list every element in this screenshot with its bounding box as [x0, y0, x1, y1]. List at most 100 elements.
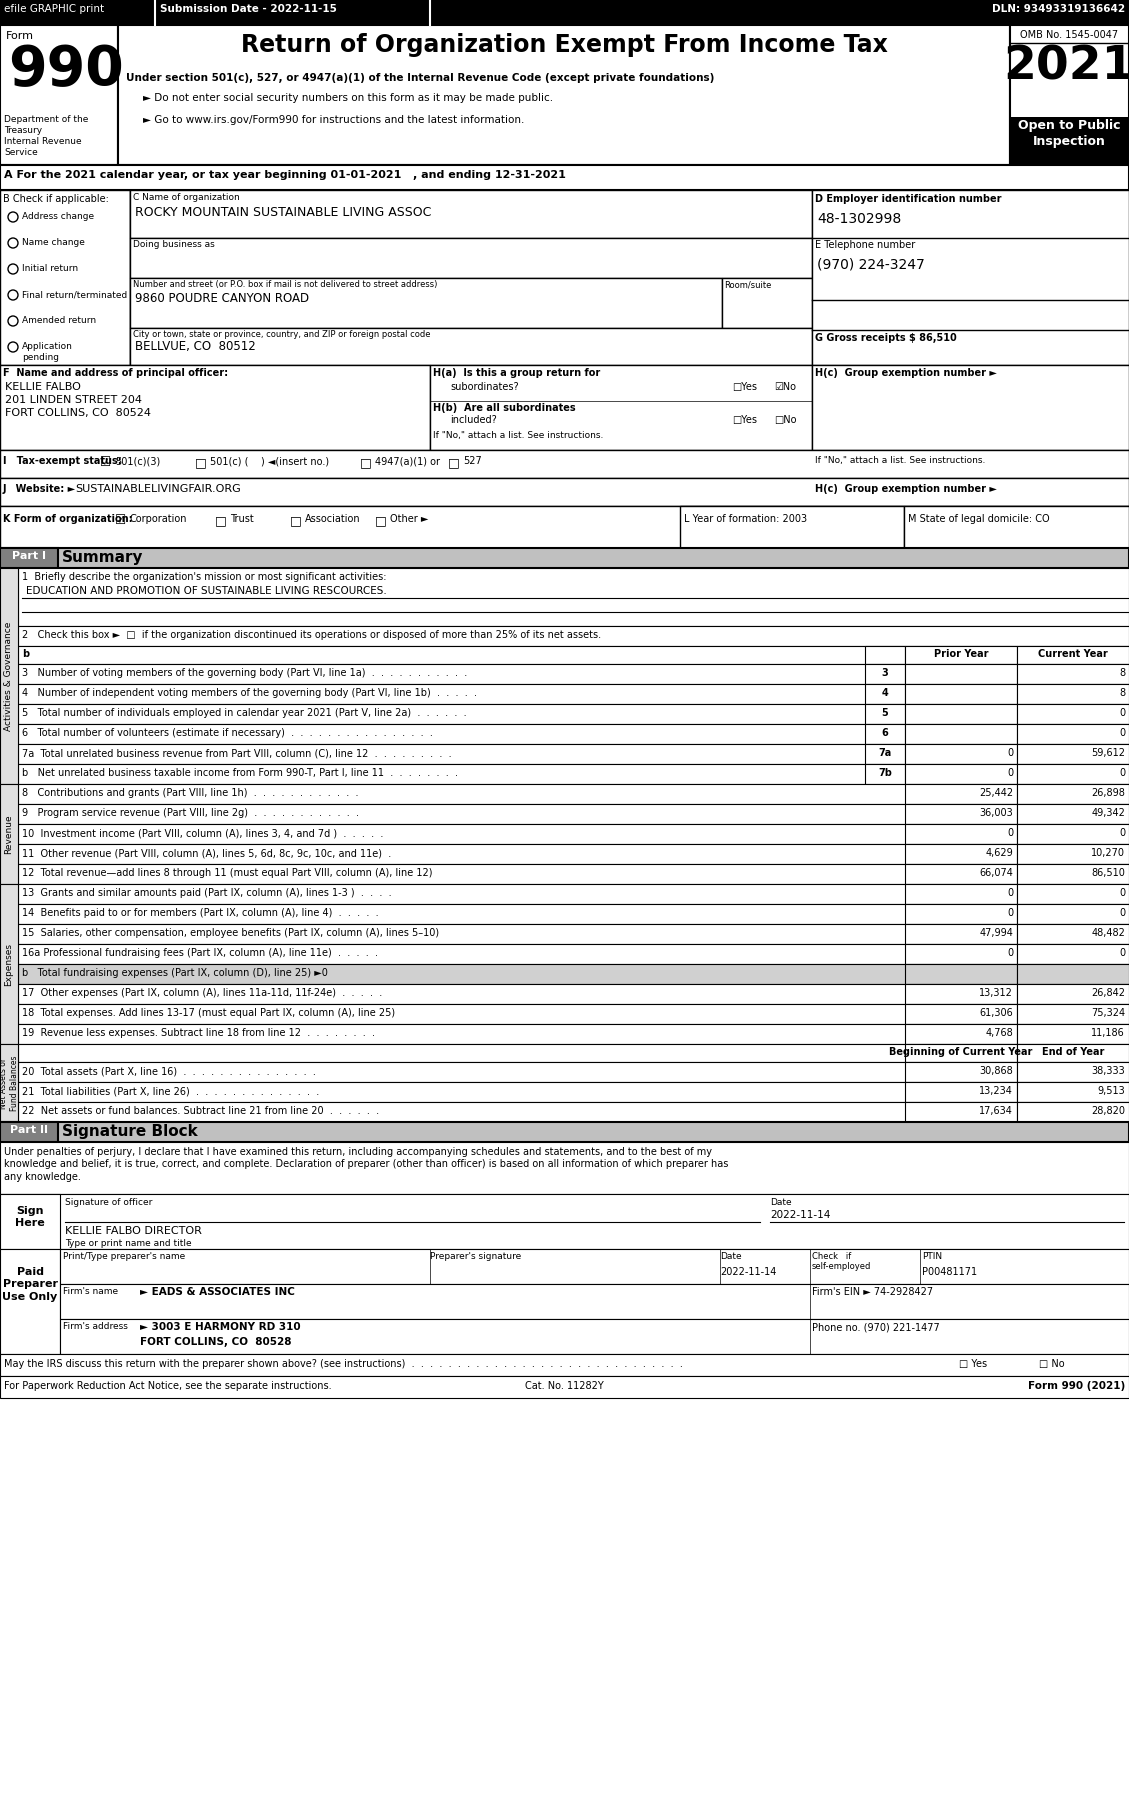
Text: Net Assets or
Fund Balances: Net Assets or Fund Balances — [0, 1056, 19, 1110]
Text: Firm's name: Firm's name — [63, 1286, 119, 1295]
Text: H(c)  Group exemption number ►: H(c) Group exemption number ► — [815, 368, 997, 377]
Text: FORT COLLINS, CO  80524: FORT COLLINS, CO 80524 — [5, 408, 151, 417]
Bar — [905, 804, 1017, 824]
Bar — [1017, 724, 1129, 744]
Bar — [905, 684, 1017, 704]
Bar — [18, 1061, 1129, 1081]
Bar — [0, 506, 1129, 548]
Text: I   Tax-exempt status:: I Tax-exempt status: — [3, 455, 122, 466]
Text: 38,333: 38,333 — [1092, 1067, 1124, 1076]
Text: F  Name and address of principal officer:: F Name and address of principal officer: — [3, 368, 228, 377]
Bar — [905, 744, 1017, 764]
Text: 25,442: 25,442 — [979, 787, 1013, 798]
Bar — [0, 883, 18, 1045]
Text: □No: □No — [774, 415, 796, 424]
Bar — [60, 1250, 1129, 1284]
Text: Activities & Governance: Activities & Governance — [5, 622, 14, 731]
Bar — [18, 1101, 1129, 1123]
Bar — [723, 278, 812, 328]
Bar — [18, 1023, 1129, 1045]
Text: 1  Briefly describe the organization's mission or most significant activities:: 1 Briefly describe the organization's mi… — [21, 571, 386, 582]
Text: Other ►: Other ► — [390, 513, 428, 524]
Text: 0: 0 — [1007, 889, 1013, 898]
Bar — [18, 724, 1129, 744]
Bar — [18, 704, 1129, 724]
Bar — [0, 25, 1129, 165]
Bar — [18, 664, 1129, 684]
Text: self-employed: self-employed — [812, 1263, 872, 1272]
Bar — [865, 664, 905, 684]
Bar — [865, 744, 905, 764]
Text: Preparer's signature: Preparer's signature — [430, 1252, 522, 1261]
Text: 11,186: 11,186 — [1092, 1029, 1124, 1038]
Bar — [0, 365, 430, 450]
Bar — [1017, 684, 1129, 704]
Text: 2021: 2021 — [1004, 45, 1129, 91]
Bar — [905, 903, 1017, 923]
Bar — [1017, 844, 1129, 863]
Text: ► EADS & ASSOCIATES INC: ► EADS & ASSOCIATES INC — [140, 1286, 295, 1297]
Text: 501(c) (    ) ◄(insert no.): 501(c) ( ) ◄(insert no.) — [210, 455, 330, 466]
Bar — [905, 724, 1017, 744]
Text: □Yes: □Yes — [732, 415, 758, 424]
Bar — [18, 1081, 1129, 1101]
Text: FORT COLLINS, CO  80528: FORT COLLINS, CO 80528 — [140, 1337, 291, 1348]
Text: 0: 0 — [1007, 909, 1013, 918]
Text: 9860 POUDRE CANYON ROAD: 9860 POUDRE CANYON ROAD — [135, 292, 309, 305]
Bar — [812, 365, 1129, 450]
Bar — [18, 784, 1129, 804]
Bar — [0, 1194, 1129, 1250]
Bar — [905, 923, 1017, 943]
Bar — [18, 863, 1129, 883]
Text: 2022-11-14: 2022-11-14 — [770, 1210, 830, 1221]
Text: ► Go to www.irs.gov/Form990 for instructions and the latest information.: ► Go to www.irs.gov/Form990 for instruct… — [143, 114, 524, 125]
Text: 4,768: 4,768 — [986, 1029, 1013, 1038]
Bar — [0, 548, 58, 568]
Bar — [18, 943, 1129, 963]
Bar — [905, 664, 1017, 684]
Bar — [0, 1194, 60, 1250]
Text: 13  Grants and similar amounts paid (Part IX, column (A), lines 1-3 )  .  .  .  : 13 Grants and similar amounts paid (Part… — [21, 889, 392, 898]
Text: 75,324: 75,324 — [1091, 1009, 1124, 1018]
Bar — [1017, 1101, 1129, 1123]
Text: ☑No: ☑No — [774, 383, 796, 392]
Bar — [0, 1250, 60, 1353]
Text: 47,994: 47,994 — [979, 929, 1013, 938]
Text: 0: 0 — [1007, 949, 1013, 958]
Text: □: □ — [215, 513, 227, 528]
Bar — [812, 190, 1129, 365]
Text: Type or print name and title: Type or print name and title — [65, 1239, 192, 1248]
Text: G Gross receipts $ 86,510: G Gross receipts $ 86,510 — [815, 334, 956, 343]
Bar — [1017, 824, 1129, 844]
Text: 4947(a)(1) or: 4947(a)(1) or — [375, 455, 440, 466]
Text: Trust: Trust — [230, 513, 254, 524]
Text: 10  Investment income (Part VIII, column (A), lines 3, 4, and 7d )  .  .  .  .  : 10 Investment income (Part VIII, column … — [21, 827, 384, 838]
Bar — [905, 983, 1017, 1003]
Text: Prior Year: Prior Year — [934, 649, 988, 658]
Text: 48-1302998: 48-1302998 — [817, 212, 901, 227]
Text: SUSTAINABLELIVINGFAIR.ORG: SUSTAINABLELIVINGFAIR.ORG — [75, 484, 240, 493]
Bar — [1017, 903, 1129, 923]
Bar — [905, 1045, 1017, 1061]
Text: 12  Total revenue—add lines 8 through 11 (must equal Part VIII, column (A), line: 12 Total revenue—add lines 8 through 11 … — [21, 869, 432, 878]
Text: 4   Number of independent voting members of the governing body (Part VI, line 1b: 4 Number of independent voting members o… — [21, 688, 476, 698]
Text: 0: 0 — [1119, 727, 1124, 738]
Text: P00481171: P00481171 — [922, 1266, 977, 1277]
Text: Cat. No. 11282Y: Cat. No. 11282Y — [525, 1380, 603, 1391]
Text: subordinates?: subordinates? — [450, 383, 518, 392]
Text: Form 990 (2021): Form 990 (2021) — [1027, 1380, 1124, 1391]
Bar — [1017, 943, 1129, 963]
Bar — [18, 844, 1129, 863]
Text: 5: 5 — [882, 707, 889, 718]
Bar — [905, 764, 1017, 784]
Text: Firm's EIN ► 74-2928427: Firm's EIN ► 74-2928427 — [812, 1286, 934, 1297]
Text: b   Net unrelated business taxable income from Form 990-T, Part I, line 11  .  .: b Net unrelated business taxable income … — [21, 767, 458, 778]
Bar — [905, 704, 1017, 724]
Text: 0: 0 — [1007, 827, 1013, 838]
Text: 0: 0 — [1119, 949, 1124, 958]
Bar — [1017, 983, 1129, 1003]
Bar — [0, 25, 119, 165]
Text: 4,629: 4,629 — [986, 847, 1013, 858]
Text: 527: 527 — [463, 455, 482, 466]
Text: □: □ — [448, 455, 460, 470]
